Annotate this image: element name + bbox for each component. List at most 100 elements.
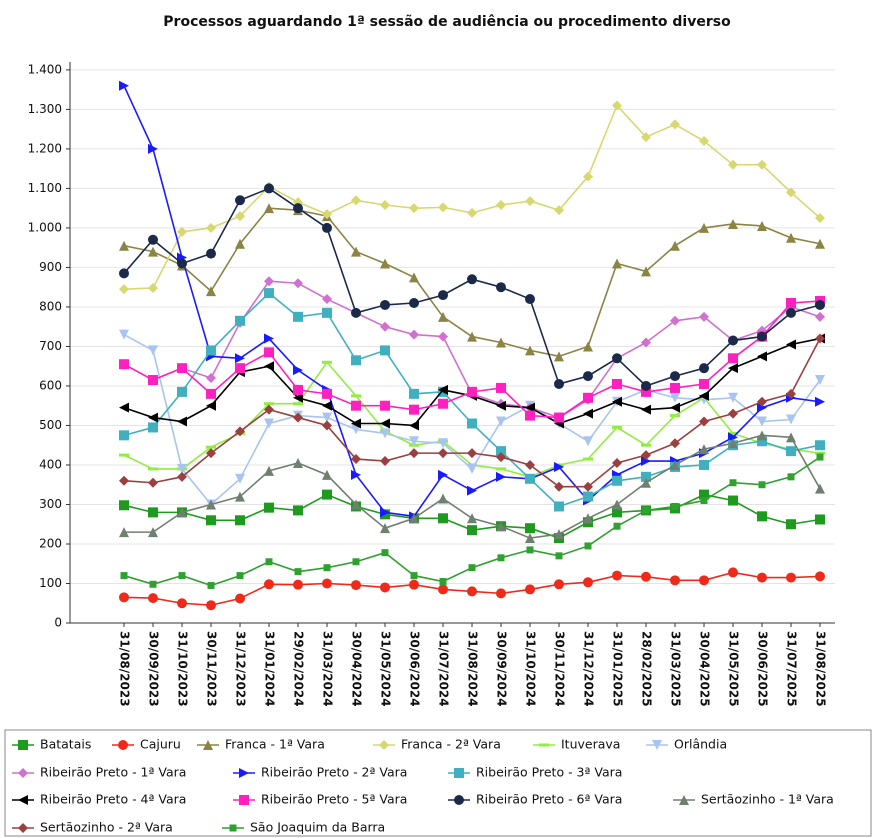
- marker: [467, 485, 477, 496]
- marker: [178, 572, 186, 580]
- marker: [454, 768, 464, 778]
- marker: [554, 501, 564, 512]
- marker: [525, 345, 535, 356]
- marker: [612, 396, 622, 407]
- marker: [496, 282, 506, 293]
- marker: [206, 248, 216, 259]
- marker: [728, 495, 738, 506]
- marker: [728, 218, 738, 229]
- marker: [322, 400, 332, 411]
- marker: [293, 278, 303, 289]
- y-tick-label: 200: [39, 536, 62, 550]
- marker: [379, 740, 389, 750]
- legend-label: Ituverava: [561, 737, 620, 752]
- marker: [728, 363, 738, 374]
- marker: [467, 386, 477, 397]
- marker: [265, 558, 273, 566]
- marker: [815, 396, 825, 407]
- marker: [118, 740, 128, 750]
- marker: [757, 430, 767, 441]
- x-tick-label: 31/08/2025: [814, 631, 828, 707]
- marker: [815, 514, 825, 525]
- marker: [757, 416, 767, 427]
- marker: [322, 222, 332, 233]
- marker: [206, 345, 216, 356]
- marker: [525, 410, 535, 421]
- marker: [351, 307, 361, 318]
- marker: [728, 392, 738, 403]
- marker: [641, 380, 651, 391]
- marker: [699, 363, 709, 374]
- legend-label: Ribeirão Preto - 4ª Vara: [40, 792, 186, 807]
- marker: [206, 448, 216, 459]
- marker: [18, 823, 28, 833]
- marker: [322, 388, 332, 399]
- marker: [728, 353, 738, 364]
- marker: [525, 294, 535, 305]
- x-tick-label: 31/08/2023: [118, 631, 132, 707]
- x-tick-label: 31/03/2024: [321, 631, 335, 707]
- x-tick-label: 28/02/2025: [640, 631, 654, 707]
- x-tick-label: 31/10/2023: [176, 631, 190, 707]
- legend-label: Ribeirão Preto - 1ª Vara: [40, 765, 186, 780]
- marker: [264, 203, 274, 214]
- legend-label: Ribeirão Preto - 3ª Vara: [476, 765, 622, 780]
- marker: [554, 579, 564, 590]
- y-tick-label: 300: [39, 497, 62, 511]
- marker: [119, 402, 129, 413]
- x-tick-label: 30/06/2024: [408, 631, 422, 707]
- marker: [496, 588, 506, 599]
- marker: [148, 477, 158, 488]
- marker: [409, 420, 419, 431]
- marker: [467, 586, 477, 597]
- marker: [18, 795, 28, 805]
- marker: [757, 331, 767, 342]
- x-tick-label: 31/05/2025: [727, 631, 741, 707]
- marker: [699, 136, 709, 147]
- marker: [467, 463, 477, 474]
- marker: [612, 475, 622, 486]
- marker: [525, 473, 535, 484]
- marker: [264, 418, 274, 429]
- x-tick-label: 30/11/2023: [205, 631, 219, 707]
- marker: [294, 568, 302, 576]
- y-tick-label: 0: [54, 616, 62, 630]
- y-tick-label: 800: [39, 299, 62, 313]
- marker: [206, 400, 216, 411]
- marker: [380, 507, 390, 518]
- y-tick-label: 900: [39, 260, 62, 274]
- marker: [380, 428, 390, 439]
- marker: [787, 473, 795, 481]
- marker: [148, 143, 158, 154]
- marker: [380, 582, 390, 593]
- marker: [699, 459, 709, 470]
- marker: [496, 446, 506, 457]
- marker: [525, 523, 535, 534]
- marker: [206, 388, 216, 399]
- marker: [119, 475, 129, 486]
- marker: [351, 499, 361, 510]
- marker: [148, 246, 158, 257]
- legend-label: Orlândia: [674, 737, 727, 752]
- marker: [815, 238, 825, 249]
- legend-label: Batatais: [40, 737, 91, 752]
- marker: [264, 288, 274, 299]
- x-tick-label: 31/01/2025: [611, 631, 625, 707]
- x-tick-label: 30/11/2024: [553, 631, 567, 707]
- marker: [351, 355, 361, 366]
- marker: [177, 471, 187, 482]
- marker: [612, 507, 622, 518]
- marker: [322, 209, 332, 220]
- marker: [758, 481, 766, 489]
- legend-item: Franca - 2ª Vara: [373, 737, 501, 752]
- marker: [380, 456, 390, 467]
- marker: [206, 286, 216, 297]
- y-tick-label: 1.400: [28, 62, 62, 76]
- marker: [613, 522, 621, 530]
- marker: [554, 529, 564, 540]
- marker: [293, 392, 303, 403]
- marker: [119, 359, 129, 370]
- marker: [786, 297, 796, 308]
- marker: [496, 337, 506, 348]
- marker: [18, 768, 28, 778]
